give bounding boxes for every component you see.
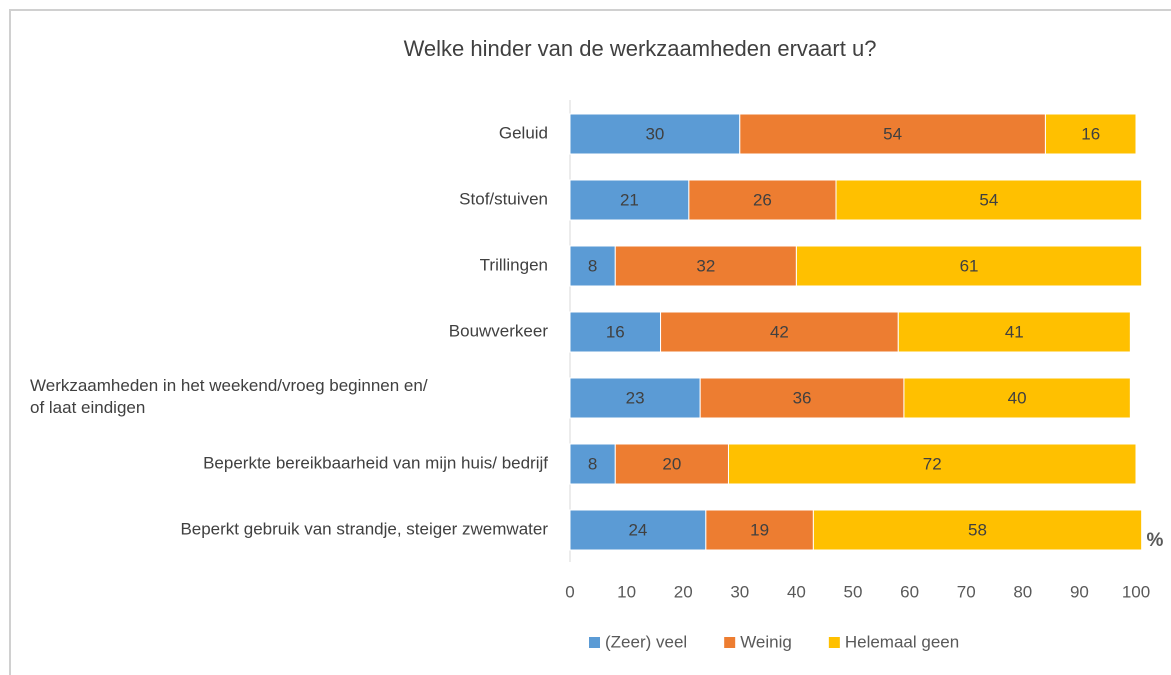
data-label: 16 (1081, 124, 1100, 143)
x-tick-label: 90 (1070, 582, 1089, 601)
x-tick-label: 20 (674, 582, 693, 601)
data-label: 26 (753, 190, 772, 209)
x-tick-label: 80 (1013, 582, 1032, 601)
y-tick-label: Stof/stuiven (459, 189, 548, 208)
x-tick-label: 50 (844, 582, 863, 601)
bar-segment (795, 245, 1143, 287)
bar-segment (614, 443, 729, 485)
bar-segment (660, 311, 899, 353)
bar-segment (897, 311, 1131, 353)
data-label: 54 (979, 190, 998, 209)
legend-swatch (589, 637, 600, 648)
y-tick-label: Werkzaamheden in het weekend/vroeg begin… (30, 376, 428, 417)
bar-segment (569, 113, 741, 155)
bar-segment (569, 443, 616, 485)
y-tick-label: Bouwverkeer (449, 321, 549, 340)
data-label: 23 (626, 388, 645, 407)
data-label: 58 (968, 520, 987, 539)
data-label: 32 (696, 256, 715, 275)
y-tick-label: Trillingen (480, 255, 548, 274)
bar-segment (699, 377, 905, 419)
x-tick-label: 10 (617, 582, 636, 601)
legend-swatch (724, 637, 736, 648)
bar-segment (739, 113, 1046, 155)
bar-segment (569, 245, 616, 287)
bar-segment (569, 377, 701, 419)
x-tick-label: 100 (1122, 582, 1150, 601)
data-label: 41 (1005, 322, 1024, 341)
data-label: 54 (883, 124, 902, 143)
data-label: 21 (620, 190, 639, 209)
y-tick-label: Geluid (499, 123, 548, 142)
bar-segment (705, 509, 814, 551)
data-label: 8 (588, 454, 597, 473)
data-label: 61 (960, 256, 979, 275)
chart-frame (9, 9, 1171, 675)
y-tick-label: Beperkte bereikbaarheid van mijn huis/ b… (203, 453, 548, 472)
bar-segment (614, 245, 797, 287)
data-label: 36 (793, 388, 812, 407)
chart-title: Welke hinder van de werkzaamheden ervaar… (404, 36, 877, 61)
data-label: 16 (606, 322, 625, 341)
data-label: 24 (628, 520, 647, 539)
bar-segment (835, 179, 1143, 221)
bar-segment (812, 509, 1143, 551)
x-tick-label: 70 (957, 582, 976, 601)
x-tick-label: 30 (730, 582, 749, 601)
x-tick-label: 60 (900, 582, 919, 601)
bar-segment (569, 179, 690, 221)
data-label: 19 (750, 520, 769, 539)
data-label: 72 (923, 454, 942, 473)
bar-segment (569, 311, 662, 353)
y-tick-label: Beperkt gebruik van strandje, steiger zw… (180, 519, 548, 538)
x-tick-label: 0 (565, 582, 574, 601)
bar-segment (1044, 113, 1137, 155)
legend-label: Weinig (740, 632, 792, 651)
bar-segment (903, 377, 1131, 419)
bar-segment (727, 443, 1137, 485)
data-label: 40 (1008, 388, 1027, 407)
x-unit-label: % (1147, 530, 1164, 551)
legend-label: Helemaal geen (845, 632, 959, 651)
x-tick-label: 40 (787, 582, 806, 601)
data-label: 20 (662, 454, 681, 473)
data-label: 8 (588, 256, 597, 275)
data-label: 42 (770, 322, 789, 341)
legend-swatch (828, 637, 840, 648)
data-label: 30 (645, 124, 664, 143)
legend-label: (Zeer) veel (605, 632, 687, 651)
